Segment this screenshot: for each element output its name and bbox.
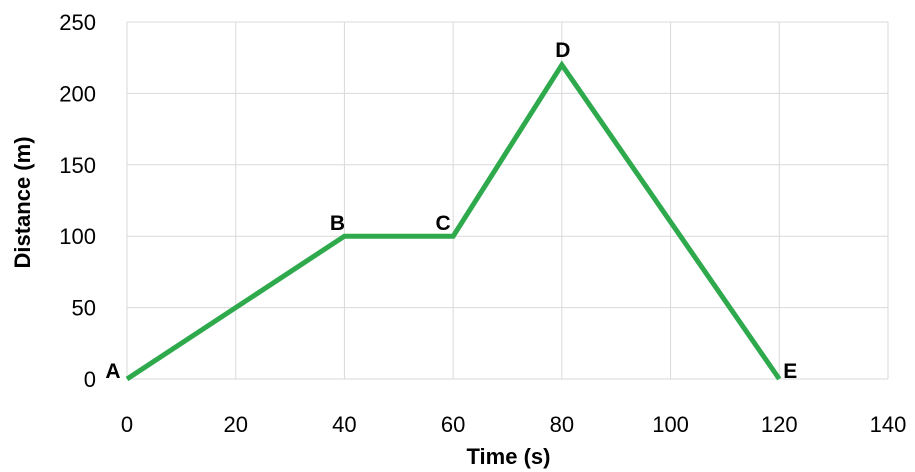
chart-series bbox=[125, 60, 782, 382]
point-label-b: B bbox=[330, 212, 345, 235]
x-tick-label: 120 bbox=[761, 412, 798, 437]
y-tick-label: 250 bbox=[59, 10, 96, 35]
x-tick-label: 20 bbox=[223, 412, 247, 437]
x-tick-label: 0 bbox=[121, 412, 133, 437]
point-labels: A B C D E bbox=[105, 39, 797, 383]
x-tick-label: 100 bbox=[652, 412, 689, 437]
x-axis-ticks: 0 20 40 60 80 100 120 140 bbox=[121, 412, 906, 437]
x-tick-label: 80 bbox=[550, 412, 574, 437]
y-axis-title: Distance (m) bbox=[10, 136, 35, 268]
y-tick-label: 0 bbox=[84, 367, 96, 392]
y-tick-label: 150 bbox=[59, 153, 96, 178]
point-label-c: C bbox=[436, 212, 451, 235]
x-tick-label: 40 bbox=[332, 412, 356, 437]
y-tick-label: 100 bbox=[59, 224, 96, 249]
x-axis-title: Time (s) bbox=[467, 444, 551, 469]
series-line bbox=[125, 60, 782, 382]
y-axis-ticks: 0 50 100 150 200 250 bbox=[59, 10, 96, 392]
x-tick-label: 140 bbox=[870, 412, 907, 437]
point-label-e: E bbox=[783, 360, 797, 383]
point-label-d: D bbox=[555, 39, 570, 62]
y-tick-label: 200 bbox=[59, 81, 96, 106]
chart-grid bbox=[126, 21, 889, 380]
y-tick-label: 50 bbox=[72, 296, 96, 321]
point-label-a: A bbox=[105, 360, 120, 383]
x-tick-label: 60 bbox=[441, 412, 465, 437]
